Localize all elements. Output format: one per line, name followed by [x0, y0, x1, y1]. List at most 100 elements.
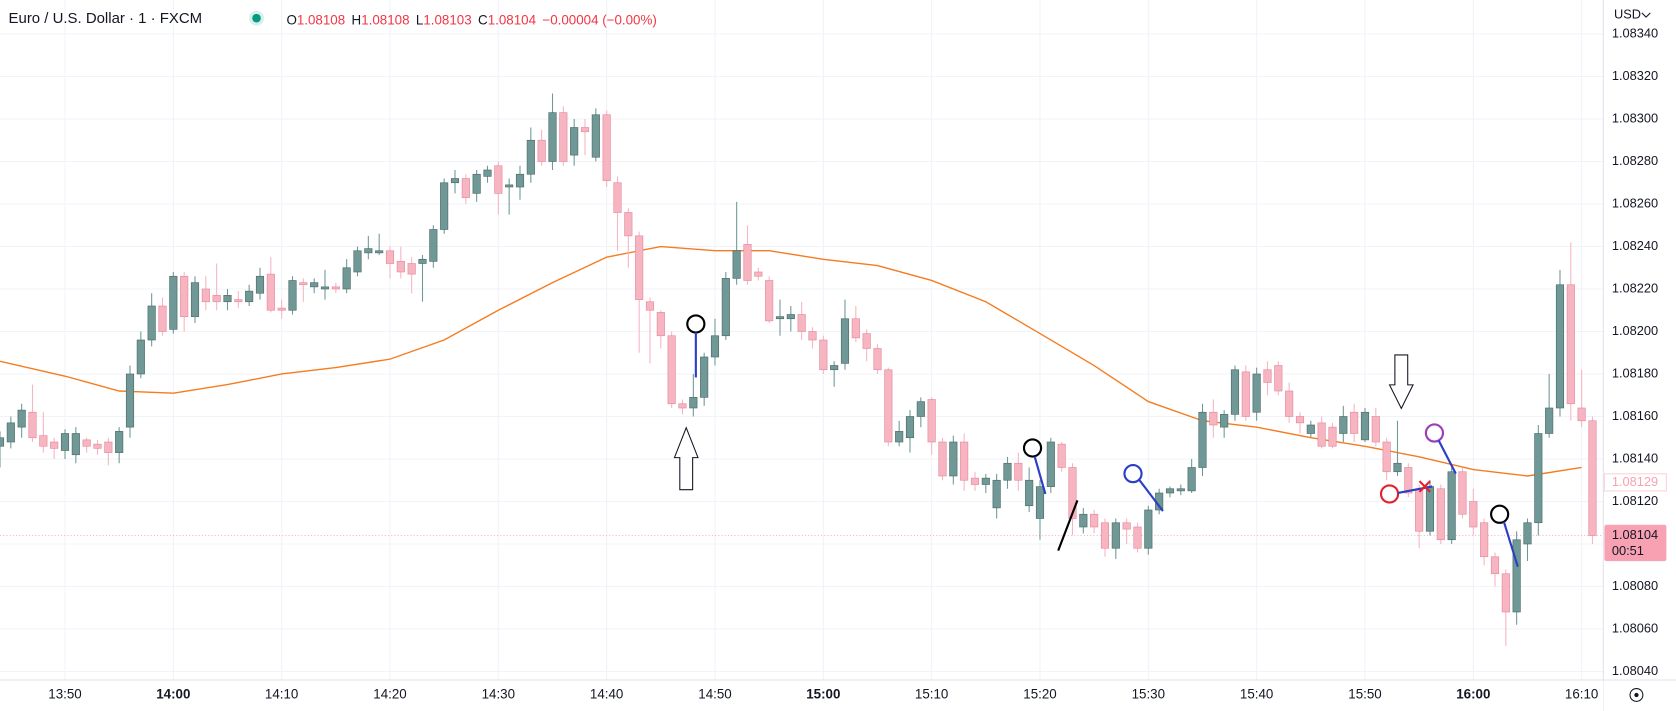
y-tick-label: 1.08260 — [1612, 195, 1658, 210]
price-axis — [1603, 0, 1676, 711]
candle-body — [721, 278, 730, 337]
candle-body — [1490, 556, 1500, 575]
candle — [1447, 467, 1456, 544]
currency[interactable]: USD — [1614, 6, 1641, 21]
candle-body — [1371, 416, 1380, 443]
last-price-label: 1.08104 — [1612, 527, 1658, 542]
candle — [104, 437, 113, 466]
candle-body — [1360, 411, 1370, 441]
settings-icon[interactable] — [1629, 688, 1644, 702]
candle-body — [136, 339, 145, 375]
x-tick-label: 15:10 — [915, 686, 948, 701]
candle — [970, 471, 980, 491]
candle — [288, 276, 297, 315]
legend-value: 1.08104 — [488, 12, 537, 27]
candle — [526, 127, 535, 183]
candle-body — [104, 441, 113, 453]
marker-line — [1057, 499, 1079, 552]
candle-body — [28, 411, 37, 439]
candle — [1523, 518, 1532, 561]
candle — [277, 299, 286, 319]
y-tick-label: 1.08180 — [1612, 365, 1658, 380]
symbol-title: Euro / U.S. Dollar · 1 · FXCM — [9, 10, 203, 27]
candle-body — [1566, 284, 1575, 405]
last-price-tag — [1604, 524, 1667, 562]
candle-body — [537, 139, 546, 162]
candle — [1025, 467, 1034, 513]
candle-body — [960, 441, 969, 481]
candle-body — [678, 403, 687, 409]
candle — [169, 271, 178, 334]
candle — [1035, 480, 1045, 540]
candle-body — [1165, 488, 1175, 494]
candle — [1295, 412, 1305, 434]
candle-body — [1046, 441, 1055, 487]
marker-line — [1138, 479, 1164, 512]
y-tick-label: 1.08240 — [1612, 238, 1658, 253]
candle-body — [1339, 416, 1348, 434]
candle-body — [212, 295, 221, 303]
candle-body — [1230, 369, 1240, 415]
candle-body — [819, 339, 828, 371]
x-tick-label: 16:00 — [1456, 686, 1490, 701]
candle — [429, 225, 438, 268]
circle-marker — [1490, 504, 1510, 524]
candle-body — [970, 477, 980, 485]
candle-body — [0, 437, 5, 447]
candle — [1133, 522, 1142, 553]
y-tick-label: 1.08220 — [1612, 280, 1658, 295]
x-tick-label: 14:10 — [265, 686, 298, 701]
candle — [1111, 518, 1120, 559]
y-tick-label: 1.08200 — [1612, 323, 1658, 338]
candle — [1480, 518, 1489, 566]
candle — [1198, 403, 1207, 476]
cross-marker — [1418, 480, 1431, 493]
candle — [786, 305, 795, 332]
candle — [115, 427, 124, 464]
candle-body — [472, 173, 481, 194]
candle-body — [1144, 509, 1153, 549]
candle — [60, 429, 70, 459]
candle — [992, 473, 1001, 519]
candle-body — [1274, 365, 1283, 392]
candle-body — [981, 477, 990, 485]
candle — [1469, 488, 1478, 536]
candle-body — [245, 290, 254, 303]
candle-body — [1350, 411, 1359, 434]
candle — [331, 282, 340, 294]
candle-body — [1328, 426, 1337, 447]
candle-body — [440, 182, 449, 230]
candle-body — [1382, 441, 1391, 473]
candle-body — [1035, 486, 1045, 519]
candle — [602, 110, 611, 187]
x-tick-label: 16:10 — [1565, 686, 1598, 701]
candle — [884, 367, 893, 447]
candle — [418, 254, 427, 302]
candle — [1252, 367, 1261, 421]
candle-body — [515, 173, 525, 188]
candle — [1122, 518, 1131, 544]
candle — [1501, 569, 1510, 646]
candle — [396, 246, 405, 279]
candle-body — [1458, 471, 1467, 515]
candle — [1588, 416, 1597, 544]
plot-area — [0, 93, 1597, 646]
candle-body — [1068, 467, 1077, 519]
candle — [1144, 505, 1153, 555]
currency-dropdown[interactable] — [1641, 12, 1651, 18]
candle-body — [115, 431, 124, 453]
candle — [960, 433, 969, 491]
candle-body — [1512, 539, 1521, 613]
candle-body — [840, 318, 850, 364]
candle-body — [548, 112, 557, 162]
y-tick-label: 1.08080 — [1612, 578, 1658, 593]
candle-body — [1545, 407, 1554, 434]
candle-body — [1317, 422, 1326, 447]
candle — [407, 257, 416, 294]
header: Euro / U.S. Dollar · 1 · FXCM — [9, 10, 203, 27]
candle — [472, 169, 481, 202]
candle — [440, 178, 449, 234]
candle — [1090, 509, 1099, 534]
